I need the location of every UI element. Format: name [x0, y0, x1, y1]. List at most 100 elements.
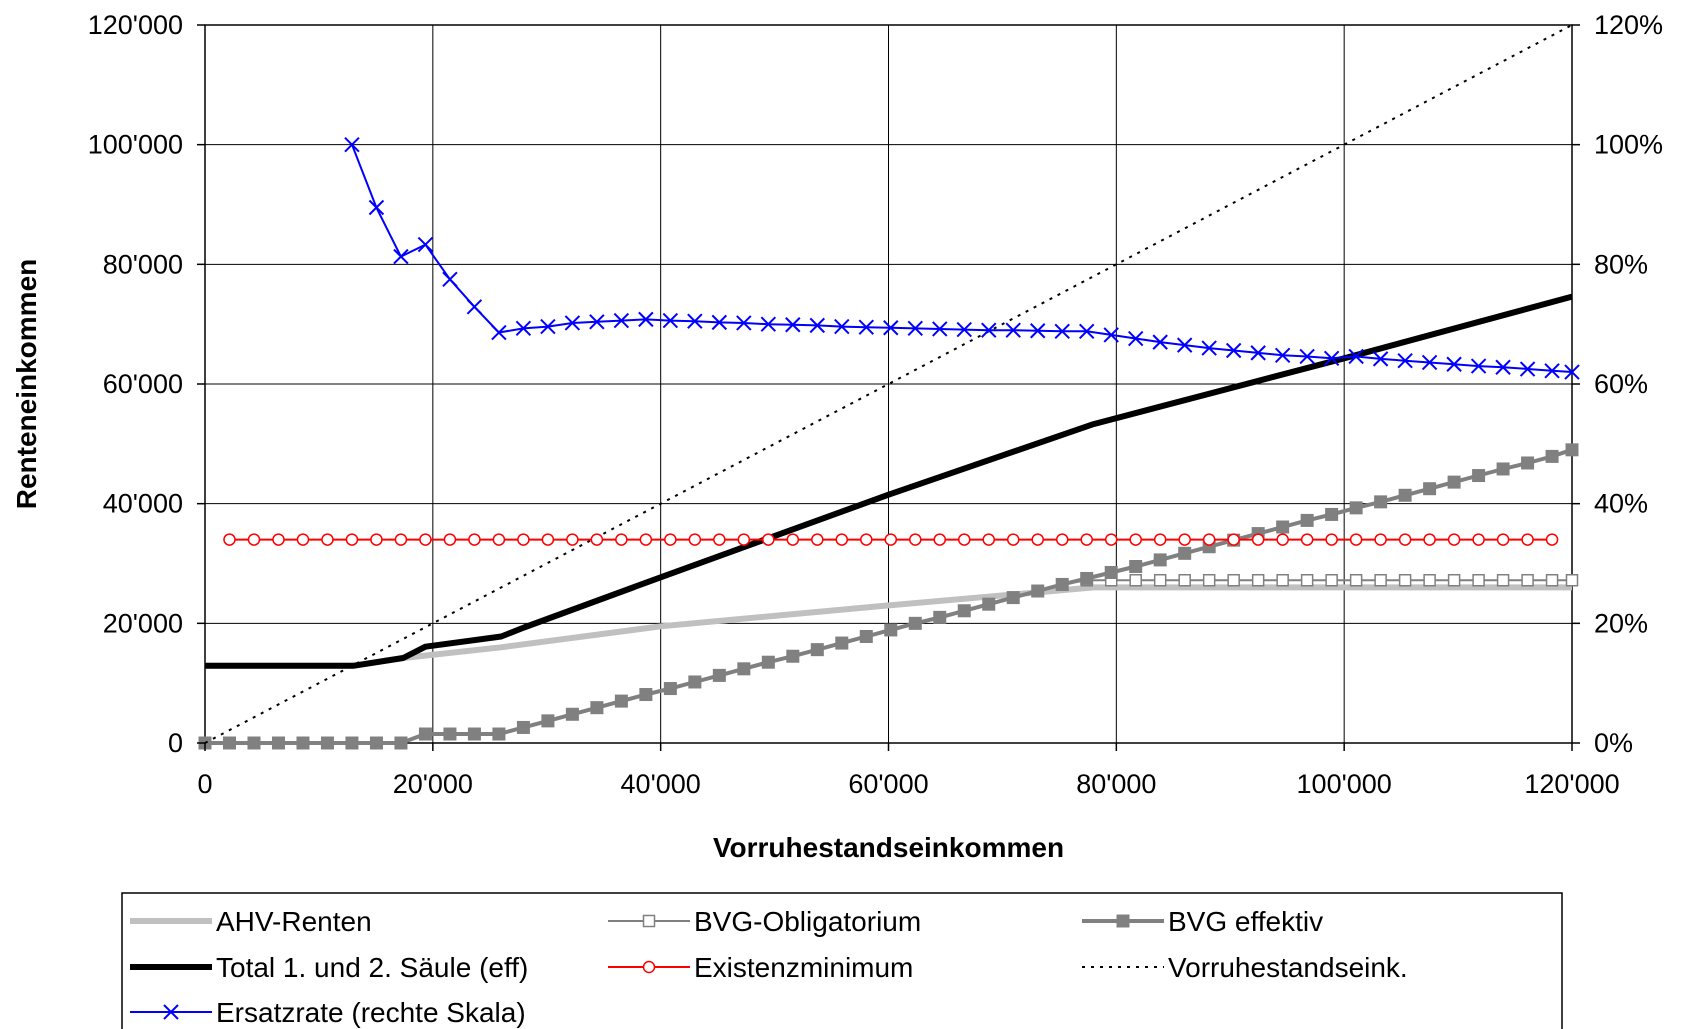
- data-point: [883, 320, 899, 336]
- x-marker-stroke: [932, 321, 948, 337]
- y-tick-label: 100'000: [88, 130, 183, 160]
- data-point: [492, 533, 506, 546]
- data-point: [982, 597, 996, 611]
- y-tick-label: 20'000: [103, 608, 183, 638]
- data-point: [884, 623, 898, 637]
- data-point: [1398, 488, 1412, 502]
- data-point: [1545, 449, 1559, 463]
- x-marker-stroke: [1348, 348, 1364, 365]
- data-point: [1565, 574, 1579, 587]
- data-point: [1201, 340, 1217, 356]
- legend-entry: AHV-Renten: [130, 906, 372, 937]
- data-point: [737, 662, 751, 676]
- data-point: [908, 616, 922, 630]
- x-tick-label: 80'000: [1076, 769, 1156, 799]
- y-tick-label: 0: [168, 728, 183, 758]
- data-point: [1152, 334, 1168, 350]
- x-marker-stroke: [1054, 323, 1070, 340]
- x-marker-stroke: [1201, 340, 1217, 356]
- x-marker-stroke: [1225, 342, 1242, 359]
- x-marker-stroke: [368, 199, 385, 216]
- data-point: [613, 312, 630, 329]
- data-point: [1545, 574, 1559, 587]
- data-point: [642, 914, 656, 928]
- data-point: [223, 533, 236, 546]
- x-marker-stroke: [736, 315, 752, 331]
- x-marker-stroke: [442, 271, 458, 287]
- data-point: [1153, 574, 1167, 587]
- axes: [197, 24, 1580, 751]
- legend-label: AHV-Renten: [216, 906, 372, 937]
- data-point: [1348, 348, 1364, 365]
- data-point: [394, 533, 408, 546]
- data-point: [1227, 533, 1240, 546]
- x-marker-stroke: [1446, 356, 1462, 372]
- series-existenzminimum: [223, 533, 1559, 546]
- data-point: [590, 533, 604, 546]
- data-point: [1005, 322, 1021, 338]
- x-tick-label: 120'000: [1524, 769, 1619, 799]
- x-marker-stroke: [1152, 334, 1168, 350]
- x-marker-stroke: [883, 320, 899, 336]
- data-point: [1472, 533, 1485, 546]
- x-marker-stroke: [1421, 354, 1438, 371]
- legend-entry: Existenzminimum: [608, 952, 913, 983]
- data-point: [1104, 565, 1118, 579]
- x-axis-title: Vorruhestandseinkommen: [713, 832, 1064, 863]
- data-point: [1545, 533, 1559, 546]
- y2-tick-label: 60%: [1594, 369, 1648, 399]
- x-marker-stroke: [1250, 345, 1266, 361]
- data-point: [933, 533, 947, 546]
- data-point: [957, 604, 971, 618]
- x-marker-stroke: [1495, 359, 1511, 375]
- data-point: [247, 533, 261, 546]
- data-point: [981, 322, 997, 338]
- data-point: [247, 736, 261, 750]
- data-point: [442, 271, 458, 287]
- data-point: [515, 320, 532, 337]
- data-point: [711, 314, 728, 331]
- data-point: [321, 533, 334, 546]
- data-point: [907, 320, 923, 337]
- legend-label: BVG effektiv: [1168, 906, 1323, 937]
- x-marker-stroke: [662, 312, 679, 329]
- data-point: [884, 533, 898, 546]
- data-point: [163, 1004, 179, 1020]
- data-point: [541, 533, 555, 546]
- data-point: [1103, 327, 1119, 343]
- data-point: [1472, 574, 1485, 587]
- y2-tick-label: 20%: [1594, 608, 1648, 638]
- data-point: [860, 533, 873, 546]
- x-marker-stroke: [344, 136, 360, 153]
- x-marker-stroke: [393, 248, 409, 265]
- data-point: [760, 316, 777, 332]
- data-point: [344, 136, 360, 153]
- series-bvg-effektiv: [198, 443, 1579, 750]
- data-point: [271, 736, 285, 750]
- data-point: [1055, 533, 1069, 546]
- data-point: [688, 675, 702, 689]
- y-tick-label: 120'000: [88, 10, 183, 40]
- x-marker-stroke: [1470, 358, 1487, 374]
- data-point: [761, 655, 775, 669]
- data-point: [859, 629, 873, 643]
- data-point: [1178, 574, 1191, 587]
- data-point: [368, 199, 385, 216]
- x-marker-stroke: [1519, 361, 1536, 377]
- data-point: [1080, 571, 1094, 585]
- data-point: [909, 533, 922, 546]
- data-point: [590, 701, 604, 715]
- data-point: [272, 533, 285, 546]
- data-point: [492, 727, 506, 741]
- data-point: [687, 313, 703, 329]
- legend-label: Existenzminimum: [694, 952, 913, 983]
- data-point: [1006, 533, 1020, 546]
- data-point: [1325, 533, 1338, 546]
- data-point: [468, 533, 481, 546]
- data-point: [811, 533, 824, 546]
- y2-tick-label: 40%: [1594, 489, 1648, 519]
- data-point: [369, 736, 383, 750]
- x-tick-label: 100'000: [1297, 769, 1392, 799]
- data-point: [1521, 533, 1534, 546]
- data-point: [1447, 533, 1461, 546]
